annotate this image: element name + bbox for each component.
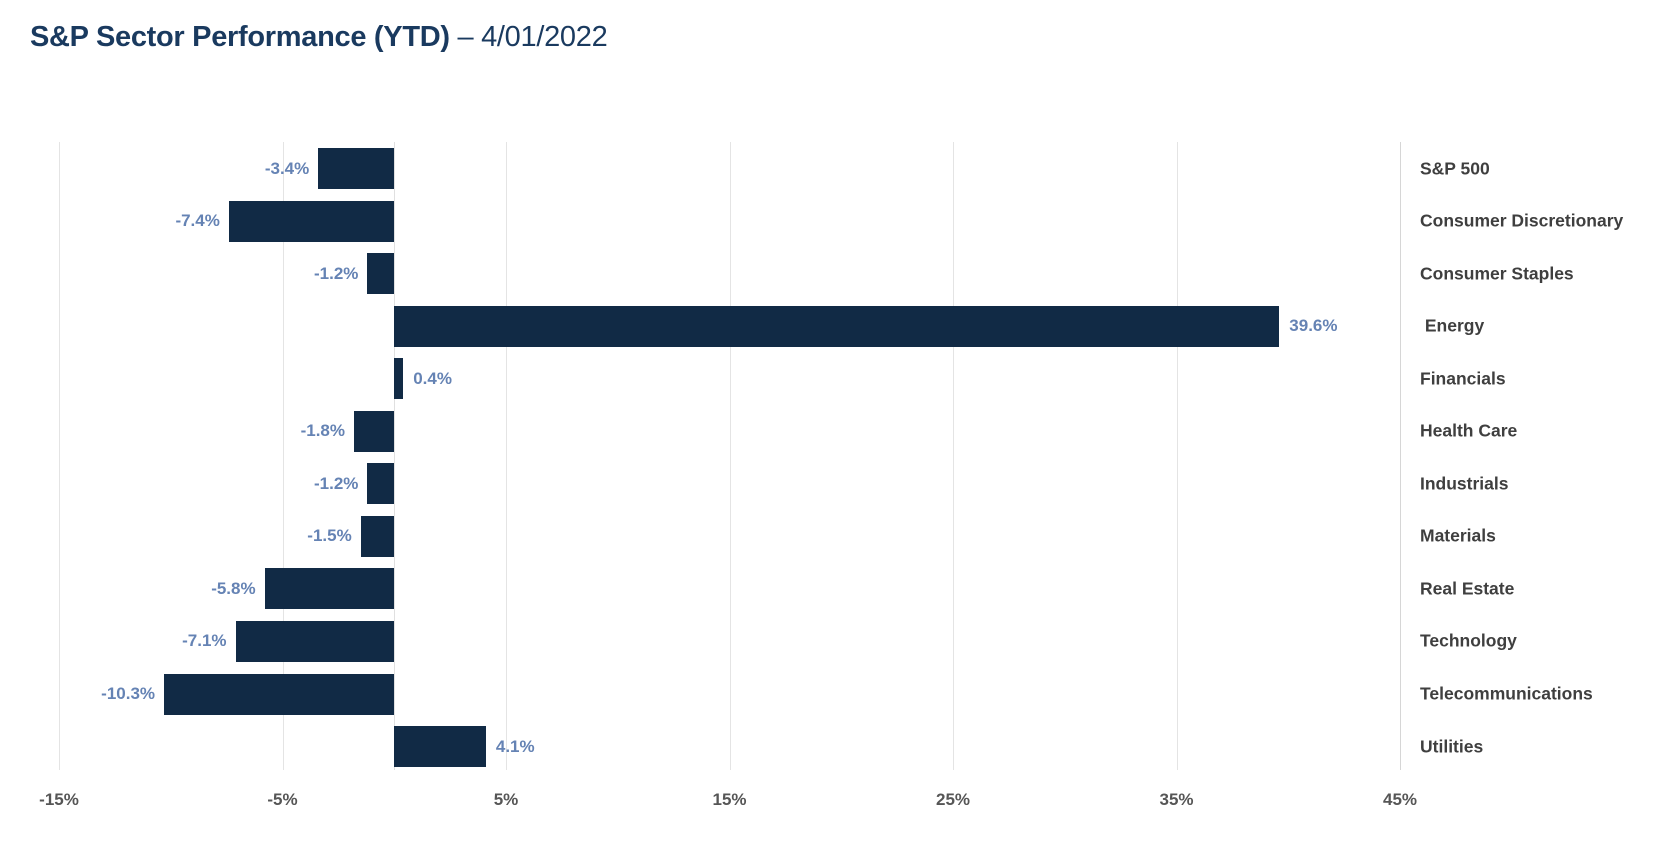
gridline <box>1400 142 1401 770</box>
x-tick-label: 45% <box>1382 790 1418 809</box>
bar <box>164 673 395 715</box>
value-label: -7.4% <box>175 211 220 231</box>
category-label: Real Estate <box>1420 578 1515 599</box>
category-label: Technology <box>1420 630 1517 651</box>
bar <box>394 358 404 400</box>
category-label: Industrials <box>1420 473 1509 494</box>
category-label: Energy <box>1420 315 1485 336</box>
category-label: Consumer Discretionary <box>1420 210 1624 231</box>
zero-axis-line <box>394 142 396 770</box>
category-label: Health Care <box>1420 420 1518 441</box>
value-label: -10.3% <box>101 684 156 703</box>
x-tick-label: -15% <box>39 790 79 809</box>
bar <box>235 620 395 662</box>
category-label: Telecommunications <box>1420 683 1593 704</box>
category-label: Materials <box>1420 525 1496 546</box>
category-label: Financials <box>1420 368 1506 389</box>
category-label: Consumer Staples <box>1420 263 1574 284</box>
gridline <box>1176 142 1178 770</box>
bar <box>367 463 395 505</box>
value-label: 39.6% <box>1289 316 1338 336</box>
chart-title-date: – 4/01/2022 <box>449 21 608 53</box>
value-label: -7.1% <box>182 631 227 651</box>
value-label: -1.5% <box>307 526 352 546</box>
bar <box>264 568 395 610</box>
gridline <box>282 142 284 770</box>
bar <box>318 148 395 189</box>
bar <box>394 726 486 768</box>
gridline <box>506 142 507 770</box>
value-label: -1.2% <box>314 263 359 283</box>
chart-title: S&P Sector Performance (YTD) – 4/01/2022 <box>30 20 608 55</box>
gridline <box>729 142 731 770</box>
gridline <box>953 142 954 770</box>
category-label: Utilities <box>1420 736 1484 757</box>
bar <box>228 200 395 242</box>
bar <box>394 305 1280 347</box>
bar <box>367 253 395 295</box>
category-label: S&P 500 <box>1420 158 1490 178</box>
value-label: 0.4% <box>413 368 452 388</box>
value-label: -1.8% <box>300 421 346 441</box>
chart-title-main: S&P Sector Performance (YTD) <box>30 21 450 53</box>
value-label: -3.4% <box>264 158 310 178</box>
x-tick-label: 35% <box>1159 790 1194 809</box>
gridline <box>59 142 60 770</box>
x-tick-label: 15% <box>712 790 747 809</box>
value-label: -1.2% <box>314 473 359 493</box>
bar <box>360 515 395 557</box>
value-label: 4.1% <box>495 736 535 756</box>
bar <box>354 410 395 452</box>
x-tick-label: -5% <box>267 790 298 809</box>
x-tick-label: 5% <box>493 790 519 809</box>
x-tick-label: 25% <box>935 790 971 809</box>
value-label: -5.8% <box>211 578 256 598</box>
